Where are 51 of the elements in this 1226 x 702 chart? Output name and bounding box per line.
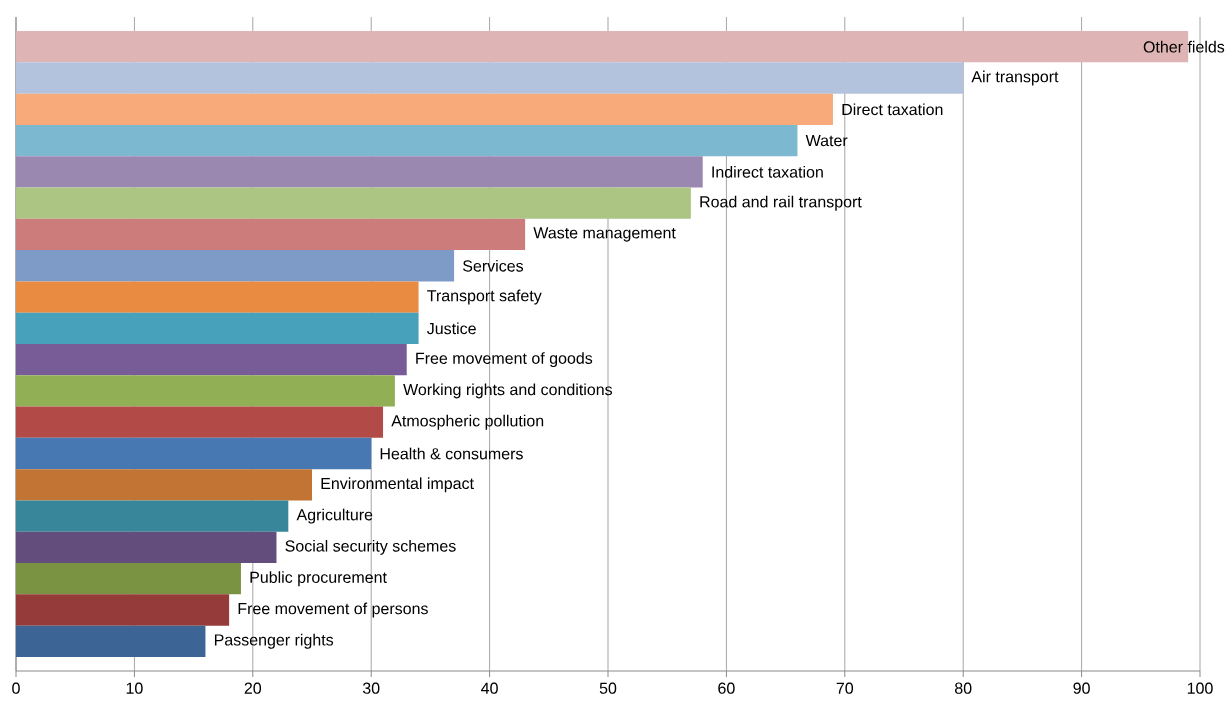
x-tick-label: 20: [244, 682, 262, 694]
y-tick-label: Waste management: [533, 227, 676, 242]
bar: [16, 531, 277, 564]
x-tick-label: 60: [718, 682, 735, 694]
bar: [16, 344, 407, 376]
bar: [16, 469, 312, 501]
bar: [16, 31, 1189, 63]
y-tick-label: Free movement of goods: [416, 352, 593, 368]
bar: [16, 187, 691, 219]
y-tick-label: Working rights and conditions: [403, 383, 613, 399]
bar: [16, 218, 526, 251]
y-tick-label: Transport safety: [427, 289, 542, 305]
y-tick-label: Road and rail transport: [700, 195, 862, 211]
y-tick-label: Services: [463, 259, 524, 272]
bar: [16, 625, 206, 657]
y-tick-label: Passenger rights: [214, 633, 334, 649]
y-tick-label: Justice: [427, 322, 476, 335]
x-tick-label: 90: [1073, 682, 1090, 694]
x-tick-label: 10: [126, 682, 143, 694]
y-tick-label: Air transport: [971, 70, 1059, 86]
y-tick-label: Water: [805, 135, 848, 147]
y-tick-label: Environmental impact: [321, 477, 474, 493]
x-tick-label: 50: [599, 682, 617, 694]
bar: [16, 156, 703, 188]
y-tick-label: Free movement of persons: [238, 602, 428, 618]
x-tick-label: 30: [362, 682, 380, 694]
bar: [16, 500, 289, 532]
bar: [16, 312, 419, 344]
y-tick-label: Public procurement: [250, 571, 387, 587]
y-tick-label: Agriculture: [296, 508, 373, 524]
y-tick-label: Health & consumers: [380, 447, 523, 460]
bar: [16, 375, 395, 407]
x-tick-label: 70: [836, 682, 854, 694]
y-tick-label: Social security schemes: [285, 539, 456, 555]
y-tick-label: Indirect taxation: [712, 166, 823, 178]
y-tick-label: Direct taxation: [842, 103, 943, 116]
bar: [16, 124, 798, 157]
bar: [16, 437, 372, 470]
x-tick-label: 80: [954, 682, 972, 694]
bar: [16, 281, 419, 313]
y-tick-label: Atmospheric pollution: [391, 414, 544, 430]
x-tick-label: 0: [12, 682, 20, 694]
bar: [16, 594, 230, 626]
bar: [16, 93, 833, 125]
x-tick-label: 100: [1187, 682, 1213, 694]
bar: [16, 62, 964, 94]
bar: [16, 250, 455, 282]
bar: [16, 563, 241, 595]
bar: [16, 406, 384, 438]
x-tick-label: 40: [481, 682, 498, 694]
y-tick-label: Other fields: [1143, 40, 1225, 53]
